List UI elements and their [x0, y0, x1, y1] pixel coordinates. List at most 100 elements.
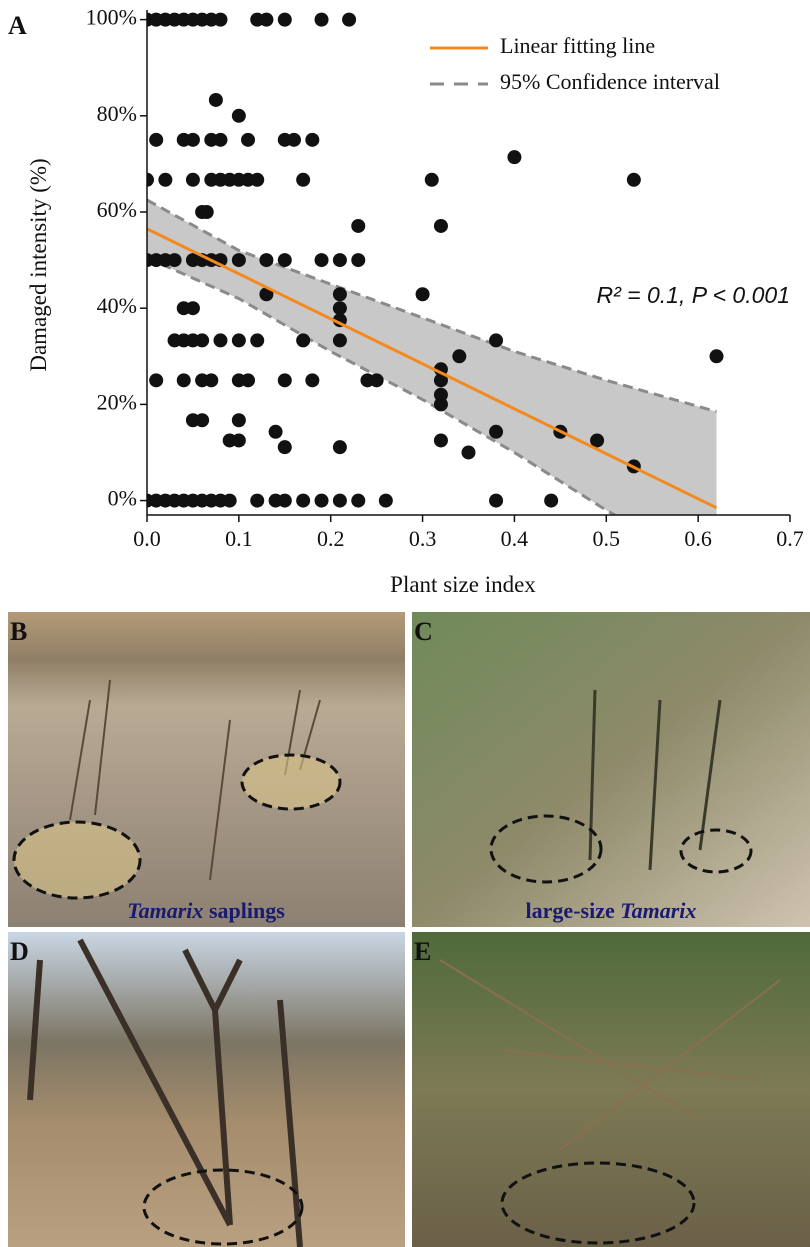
caption-part: Tamarix	[127, 898, 203, 923]
legend-label: Linear fitting line	[500, 33, 655, 58]
x-tick-label: 0.0	[133, 526, 161, 551]
scatter-point	[259, 12, 274, 27]
scatter-point	[277, 493, 292, 508]
caption: large-size Tamarix	[526, 898, 697, 923]
scatter-point	[489, 424, 504, 439]
scatter-point	[213, 12, 228, 27]
annotation: R² = 0.1, P < 0.001	[597, 282, 791, 308]
legend-label: 95% Confidence interval	[500, 69, 720, 94]
scatter-point	[305, 373, 320, 388]
scatter-point	[433, 387, 448, 402]
scatter-point	[489, 493, 504, 508]
scatter-point	[369, 373, 384, 388]
confidence-band	[147, 199, 717, 515]
scatter-point	[158, 172, 173, 187]
scatter-point	[332, 333, 347, 348]
scatter-point	[332, 493, 347, 508]
scatter-point	[277, 373, 292, 388]
scatter-point	[241, 373, 256, 388]
photo-b	[8, 612, 405, 927]
scatter-point	[185, 172, 200, 187]
scatter-point	[149, 373, 164, 388]
scatter-point	[351, 253, 366, 268]
scatter-point	[167, 253, 182, 268]
scatter-point	[286, 132, 301, 147]
scatter-point	[305, 132, 320, 147]
photo-c	[412, 612, 810, 927]
scatter-point	[709, 349, 724, 364]
scatter-point	[147, 172, 154, 187]
scatter-point	[424, 172, 439, 187]
caption-part: Tamarix	[620, 898, 696, 923]
scatter-point	[314, 493, 329, 508]
scatter-point	[259, 253, 274, 268]
scatter-point	[351, 493, 366, 508]
scatter-point	[415, 287, 430, 302]
y-tick-label: 0%	[108, 486, 137, 511]
scatter-point	[185, 132, 200, 147]
confidence-bound	[147, 198, 717, 414]
x-tick-label: 0.6	[684, 526, 712, 551]
scatter-point	[213, 333, 228, 348]
scatter-point	[231, 108, 246, 123]
scatter-point	[590, 433, 605, 448]
x-tick-label: 0.4	[501, 526, 529, 551]
panel-label: B	[10, 617, 27, 646]
panel-label: C	[414, 617, 433, 646]
scatter-point	[268, 424, 283, 439]
scatter-point	[195, 413, 210, 428]
y-tick-label: 20%	[97, 389, 137, 414]
scatter-point	[231, 433, 246, 448]
scatter-point	[231, 333, 246, 348]
y-tick-label: 80%	[97, 101, 137, 126]
scatter-point	[149, 132, 164, 147]
scatter-point	[296, 333, 311, 348]
caption-part: large-size	[526, 898, 615, 923]
scatter-point	[544, 493, 559, 508]
scatter-point	[241, 132, 256, 147]
scatter-point	[195, 333, 210, 348]
scatter-point	[199, 205, 214, 219]
scatter-point	[204, 373, 219, 388]
x-tick-label: 0.2	[317, 526, 345, 551]
scatter-point	[277, 440, 292, 455]
scatter-point	[626, 172, 641, 187]
axes: 0.0 0.1 0.2 0.3 0.4 0.5 0.6 0.7 0% 20% 40% 60% 80% 10…	[86, 5, 804, 551]
scatter-point	[277, 12, 292, 27]
y-axis-title: Damaged intensity (%)	[26, 158, 51, 371]
y-tick-label: 60%	[97, 197, 137, 222]
x-tick-label: 0.7	[776, 526, 804, 551]
scatter-point	[250, 172, 265, 187]
scatter-point	[176, 373, 191, 388]
x-axis-title: Plant size index	[390, 572, 536, 597]
scatter-point	[378, 493, 393, 508]
scatter-point	[208, 92, 223, 107]
fit-line	[147, 227, 718, 510]
scatter-point	[250, 493, 265, 508]
scatter-point	[296, 493, 311, 508]
scatter-point	[433, 397, 448, 412]
scatter-point	[259, 287, 274, 302]
scatter-point	[231, 413, 246, 428]
x-tick-label: 0.1	[225, 526, 253, 551]
scatter-point	[213, 132, 228, 147]
panel-label: E	[414, 937, 431, 966]
scatter-point	[351, 218, 366, 233]
scatter-point	[461, 445, 476, 460]
scatter-point	[296, 172, 311, 187]
scatter-point	[452, 349, 467, 364]
confidence-bound	[147, 256, 618, 515]
plot-area	[147, 12, 724, 515]
scatter-point	[507, 150, 522, 165]
scatter-point	[433, 433, 448, 448]
panel-label: D	[10, 937, 29, 966]
scatter-point	[342, 12, 357, 27]
panel-label: A	[8, 11, 27, 40]
caption: Tamarix saplings	[127, 898, 285, 923]
x-tick-label: 0.3	[409, 526, 437, 551]
scatter-point	[314, 253, 329, 268]
scatter-point	[433, 218, 448, 233]
scatter-point	[185, 301, 200, 316]
scatter-point	[332, 253, 347, 268]
x-tick-label: 0.5	[593, 526, 621, 551]
